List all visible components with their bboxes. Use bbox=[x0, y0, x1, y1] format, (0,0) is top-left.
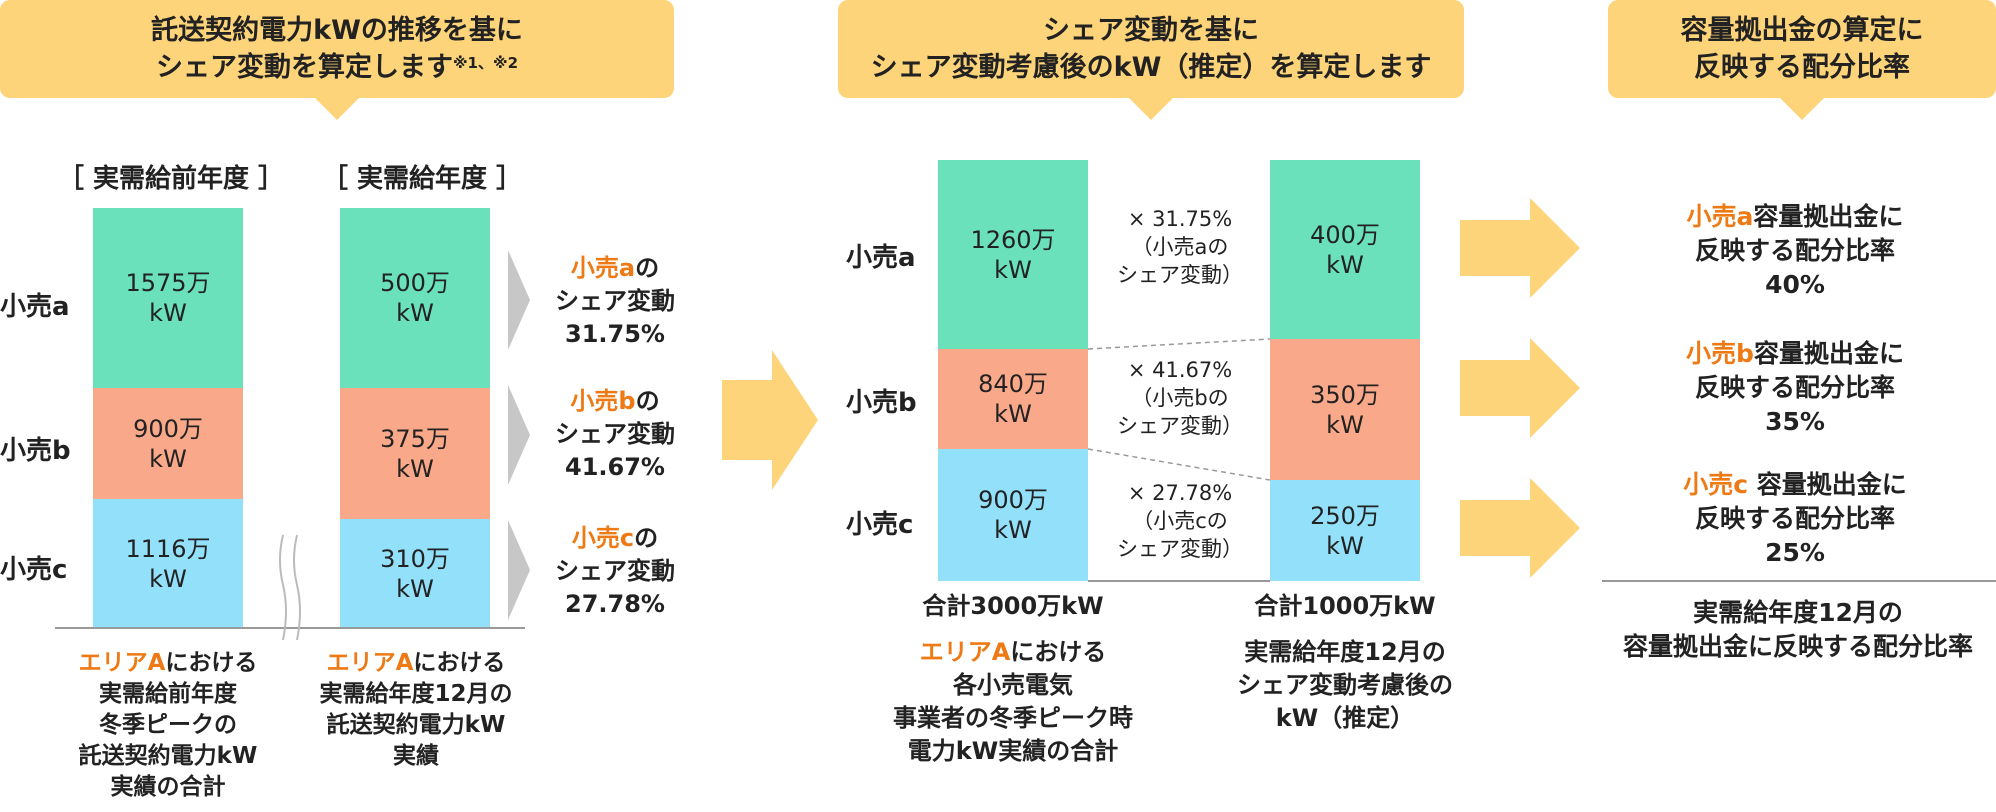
curr-bar-c-unit: kW bbox=[396, 574, 434, 603]
left-baseline bbox=[55, 534, 525, 641]
arrow-result-c bbox=[1460, 478, 1580, 578]
banner-left: 託送契約電力kWの推移を基に シェア変動を算定します※1、※2 bbox=[0, 0, 674, 120]
banner-left-line2: シェア変動を算定します bbox=[155, 52, 453, 83]
total-left: 合計3000万kW bbox=[922, 592, 1104, 620]
result-b-percent: 35% bbox=[1765, 407, 1825, 436]
share-c-label: シェア変動 bbox=[555, 557, 675, 585]
prev-bar-a: 1575万 kW bbox=[93, 208, 243, 388]
banner-left-note: ※1、※2 bbox=[452, 54, 519, 72]
share-pointer-c bbox=[508, 520, 530, 620]
share-a-label: シェア変動 bbox=[555, 287, 675, 315]
share-a-value: 31.75% bbox=[565, 320, 665, 348]
result-a: 小売a容量拠出金に 反映する配分比率 40% bbox=[1620, 200, 1970, 302]
arrow-result-b bbox=[1460, 338, 1580, 438]
result-b: 小売b容量拠出金に 反映する配分比率 35% bbox=[1620, 337, 1970, 439]
banner-right-line2: 反映する配分比率 bbox=[1694, 52, 1910, 83]
share-pointer-a bbox=[508, 250, 530, 350]
share-change-c: 小売cの シェア変動 27.78% bbox=[535, 522, 695, 621]
share-b-label: シェア変動 bbox=[555, 420, 675, 448]
result-c-percent: 25% bbox=[1765, 538, 1825, 567]
banner-right-pointer bbox=[1780, 98, 1824, 120]
banner-left-line1: 託送契約電力kWの推移を基に bbox=[151, 15, 523, 46]
result-divider bbox=[1602, 580, 1996, 582]
banner-middle-line1: シェア変動を基に bbox=[1043, 15, 1259, 46]
result-a-percent: 40% bbox=[1765, 270, 1825, 299]
prev-bar-b-unit: kW bbox=[149, 444, 187, 473]
curr-bar-b-value: 375万 bbox=[380, 424, 450, 453]
result-footer: 実需給年度12月の 容量拠出金に反映する配分比率 bbox=[1622, 598, 1973, 661]
mid-retailer-b-label: 小売b bbox=[846, 388, 917, 418]
result-c: 小売c 容量拠出金に 反映する配分比率 25% bbox=[1620, 468, 1970, 570]
share-b-value: 41.67% bbox=[565, 453, 665, 481]
multiplier-b: × 41.67% （小売bの シェア変動） bbox=[1117, 358, 1243, 438]
arrow-left-to-middle bbox=[722, 350, 818, 490]
prev-bar-c-value: 1116万 bbox=[125, 534, 211, 563]
mid-right-bar-b: 350万 kW bbox=[1270, 339, 1420, 480]
arrow-result-a bbox=[1460, 198, 1580, 298]
prev-bar-a-value: 1575万 bbox=[125, 269, 211, 297]
prev-bar-a-unit: kW bbox=[149, 299, 187, 327]
prev-bar-b-value: 900万 bbox=[133, 414, 203, 443]
caption-previous-year: エリアAにおける 実需給前年度 冬季ピークの 託送契約電力kW 実績の合計 bbox=[78, 650, 258, 800]
curr-bar-a: 500万 kW bbox=[340, 208, 490, 388]
prev-bar-c: 1116万 kW bbox=[93, 499, 243, 628]
curr-bar-b: 375万 kW bbox=[340, 388, 490, 519]
share-c-name: 小売c bbox=[571, 524, 635, 552]
curr-bar-a-unit: kW bbox=[396, 299, 434, 327]
mid-right-bar-a: 400万 kW bbox=[1270, 160, 1420, 339]
banner-right-line1: 容量拠出金の算定に bbox=[1680, 15, 1924, 46]
mid-left-bar-b: 840万 kW bbox=[938, 349, 1088, 449]
curr-bar-c: 310万 kW bbox=[340, 519, 490, 628]
share-c-value: 27.78% bbox=[565, 590, 665, 618]
prev-bar-b: 900万 kW bbox=[93, 388, 243, 499]
curr-bar-c-value: 310万 bbox=[380, 544, 450, 573]
prev-bar-c-unit: kW bbox=[149, 564, 187, 593]
mid-connector-lines bbox=[1088, 338, 1270, 582]
mid-retailer-a-label: 小売a bbox=[846, 243, 916, 273]
caption-current-year: エリアAにおける 実需給年度12月の 託送契約電力kW 実績 bbox=[319, 650, 513, 769]
mid-left-bar-c: 900万 kW bbox=[938, 449, 1088, 581]
banner-middle: シェア変動を基に シェア変動考慮後のkW（推定）を算定します bbox=[838, 0, 1464, 120]
share-change-a: 小売aの シェア変動 31.75% bbox=[535, 252, 695, 351]
banner-right: 容量拠出金の算定に 反映する配分比率 bbox=[1608, 0, 1996, 120]
caption-middle-right: 実需給年度12月の シェア変動考慮後の kW（推定） bbox=[1237, 638, 1453, 732]
retailer-a-label: 小売a bbox=[0, 292, 70, 322]
banner-middle-pointer bbox=[1129, 98, 1173, 120]
mid-left-bar-a: 1260万 kW bbox=[938, 160, 1088, 349]
share-a-name: 小売a bbox=[570, 254, 636, 282]
share-pointer-b bbox=[508, 385, 530, 485]
banner-middle-line2: シェア変動考慮後のkW（推定）を算定します bbox=[870, 52, 1432, 83]
caption-middle-left: エリアAにおける 各小売電気 事業者の冬季ピーク時 電力kW実績の合計 bbox=[893, 638, 1133, 765]
banner-left-pointer bbox=[315, 98, 359, 120]
multiplier-a: × 31.75% （小売aの シェア変動） bbox=[1117, 207, 1243, 287]
multiplier-c: × 27.78% （小売cの シェア変動） bbox=[1117, 481, 1243, 561]
curr-bar-b-unit: kW bbox=[396, 454, 434, 483]
mid-right-bar-c: 250万 kW bbox=[1270, 480, 1420, 581]
total-right: 合計1000万kW bbox=[1254, 592, 1436, 620]
header-previous-year: ［ 実需給前年度 ］ bbox=[58, 164, 285, 194]
retailer-b-label: 小売b bbox=[0, 436, 71, 466]
share-change-b: 小売bの シェア変動 41.67% bbox=[535, 385, 695, 484]
retailer-c-label: 小売c bbox=[0, 555, 68, 585]
share-b-name: 小売b bbox=[570, 387, 636, 415]
mid-retailer-c-label: 小売c bbox=[846, 510, 914, 540]
header-current-year: ［ 実需給年度 ］ bbox=[322, 164, 523, 194]
curr-bar-a-value: 500万 bbox=[380, 269, 450, 297]
